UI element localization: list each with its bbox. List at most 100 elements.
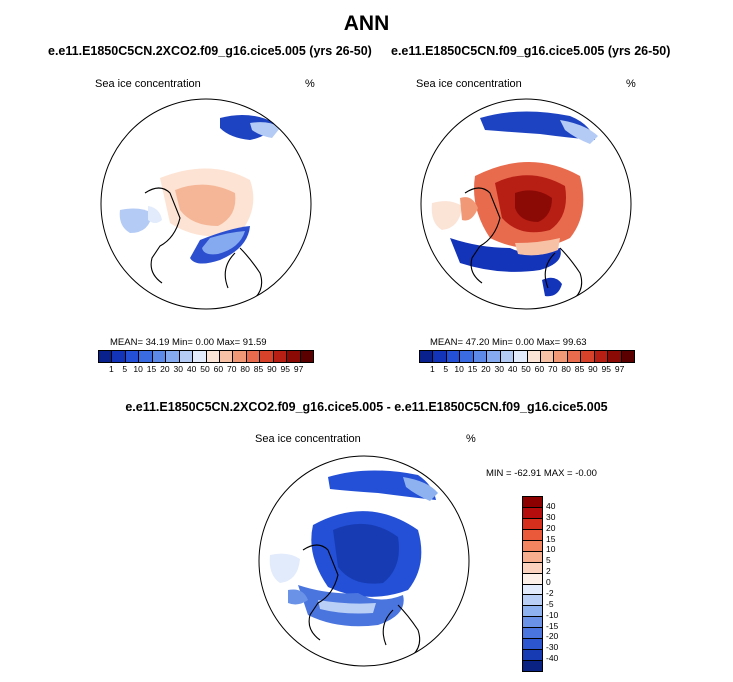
panel3-colorbar — [522, 496, 543, 672]
panel3-colorbar-ticks: 40 30 20 15 10 5 2 0 -2 -5 -10 -15 -20 -30 -40 — [546, 496, 576, 670]
panel2-colorbar-swatch — [487, 351, 501, 362]
panel3-colorbar-tick: -30 — [546, 642, 559, 653]
panel2-colorbar-swatch — [527, 351, 541, 362]
panel3-colorbar-swatch — [523, 628, 542, 640]
panel3-colorbar-tick: -5 — [546, 598, 554, 609]
panel1-case-title: e.e11.E1850C5CN.2XCO2.f09_g16.cice5.005 … — [48, 44, 372, 58]
panel3-case-title: e.e11.E1850C5CN.2XCO2.f09_g16.cice5.005 … — [125, 400, 608, 414]
panel1-colorbar-tick: 97 — [293, 364, 304, 374]
panel3-colorbar-tick: -2 — [546, 587, 554, 598]
panel3-colorbar-swatch — [523, 551, 542, 563]
panel3-colorbar-tick: 2 — [546, 566, 551, 577]
panel3-colorbar-tick: -15 — [546, 620, 559, 631]
panel2-colorbar-tick: 5 — [443, 364, 449, 374]
panel1-polar-map — [100, 98, 312, 310]
panel1-colorbar-tick: 20 — [160, 364, 170, 374]
panel3-colorbar-tick: 5 — [546, 555, 551, 566]
panel3-colorbar-swatch — [523, 661, 542, 671]
panel2-colorbar-swatch — [460, 351, 474, 362]
panel1-colorbar-swatch — [273, 351, 288, 362]
panel2-colorbar-tick: 50 — [521, 364, 531, 374]
panel2-colorbar-tick: 97 — [614, 364, 625, 374]
panel1-ice-core — [175, 184, 236, 226]
panel3-diff-core — [333, 523, 399, 584]
panel1-colorbar-swatch — [112, 351, 126, 362]
panel2-colorbar-swatch — [608, 351, 622, 362]
panel3-colorbar-tick: -10 — [546, 609, 559, 620]
panel2-colorbar-tick: 20 — [481, 364, 491, 374]
panel1-variable-label: Sea ice concentration — [95, 78, 201, 90]
panel2-colorbar-swatch — [433, 351, 447, 362]
panel2-colorbar-swatch — [540, 351, 555, 362]
panel3-colorbar-swatch — [523, 507, 542, 519]
panel3-colorbar-swatch — [523, 573, 542, 585]
panel2-colorbar-tick: 90 — [588, 364, 598, 374]
panel1-colorbar-swatch — [260, 351, 274, 362]
panel2-colorbar-tick: 85 — [574, 364, 585, 374]
panel2-colorbar-swatch — [621, 351, 634, 362]
panel1-colorbar-tick: 50 — [200, 364, 210, 374]
panel1-colorbar-tick: 5 — [122, 364, 128, 374]
panel3-diff-left — [269, 553, 300, 583]
panel1-ice-left — [119, 208, 152, 233]
panel2-colorbar-tick: 95 — [601, 364, 611, 374]
panel2-land — [464, 187, 583, 299]
panel2-colorbar-tick: 30 — [494, 364, 504, 374]
panel3-units-label: % — [466, 433, 476, 445]
panel1-colorbar-swatch — [287, 351, 301, 362]
panel2-colorbar — [419, 350, 635, 363]
panel1-colorbar-tick: 85 — [253, 364, 264, 374]
panel1-colorbar-tick: 40 — [186, 364, 197, 374]
panel2-colorbar-swatch — [446, 351, 461, 362]
panel3-polar-map — [258, 455, 470, 667]
panel2-ice-right-patch — [542, 277, 562, 297]
panel2-colorbar-swatch — [473, 351, 488, 362]
panel3-stats: MIN = -62.91 MAX = -0.00 — [486, 468, 597, 479]
panel1-colorbar-tick: 30 — [173, 364, 183, 374]
panel3-colorbar-tick: 0 — [546, 577, 551, 587]
panel1-colorbar-tick: 90 — [267, 364, 277, 374]
panel2-ice-left — [431, 201, 462, 230]
panel1-colorbar-swatch — [125, 351, 140, 362]
panel3-colorbar-swatch — [523, 617, 542, 629]
panel1-colorbar-swatch — [206, 351, 220, 362]
panel3-colorbar-tick: 20 — [546, 522, 556, 533]
panel1-colorbar-tick: 15 — [146, 364, 157, 374]
panel1-stats: MEAN= 34.19 Min= 0.00 Max= 91.59 — [110, 337, 267, 348]
panel3-colorbar-swatch — [523, 540, 542, 552]
panel1-colorbar-tick: 80 — [240, 364, 250, 374]
panel2-ice-blue-band — [450, 238, 561, 272]
panel1-colorbar-swatch — [179, 351, 194, 362]
panel3-colorbar-swatch — [523, 584, 542, 596]
panel2-colorbar-tick: 10 — [454, 364, 464, 374]
panel2-colorbar-swatch — [567, 351, 582, 362]
panel2-colorbar-tick: 80 — [561, 364, 571, 374]
panel1-land — [144, 187, 263, 299]
panel1-colorbar-swatch — [193, 351, 207, 362]
panel3-colorbar-tick: -20 — [546, 631, 559, 642]
panel2-colorbar-tick: 40 — [507, 364, 518, 374]
panel2-polar-map — [420, 98, 632, 310]
panel1-colorbar-swatch — [246, 351, 261, 362]
panel1-colorbar-swatch — [300, 351, 313, 362]
panel1-colorbar-tick: 60 — [213, 364, 224, 374]
panel1-colorbar-tick: 95 — [280, 364, 290, 374]
panel2-colorbar-tick: 1 — [430, 364, 435, 374]
panel2-colorbar-tick: 70 — [548, 364, 558, 374]
panel2-colorbar-swatch — [500, 351, 515, 362]
panel1-colorbar-tick: 10 — [133, 364, 143, 374]
panel2-case-title: e.e11.E1850C5CN.f09_g16.cice5.005 (yrs 2… — [391, 44, 671, 58]
panel2-colorbar-tick: 60 — [534, 364, 545, 374]
panel3-colorbar-swatch — [523, 497, 542, 508]
panel2-colorbar-tick: 15 — [467, 364, 478, 374]
panel1-colorbar — [98, 350, 314, 363]
panel3-colorbar-tick: 40 — [546, 500, 556, 511]
panel3-colorbar-swatch — [523, 639, 542, 651]
panel3-colorbar-swatch — [523, 562, 542, 574]
panel3-colorbar-tick: 15 — [546, 533, 556, 544]
panel3-land — [302, 544, 421, 656]
panel2-colorbar-swatch — [420, 351, 434, 362]
panel3-diff-top — [328, 470, 436, 500]
panel2-colorbar-ticks: 1 5 10 15 20 30 40 50 60 70 80 85 90 95 97 — [419, 364, 633, 376]
panel2-colorbar-swatch — [594, 351, 609, 362]
